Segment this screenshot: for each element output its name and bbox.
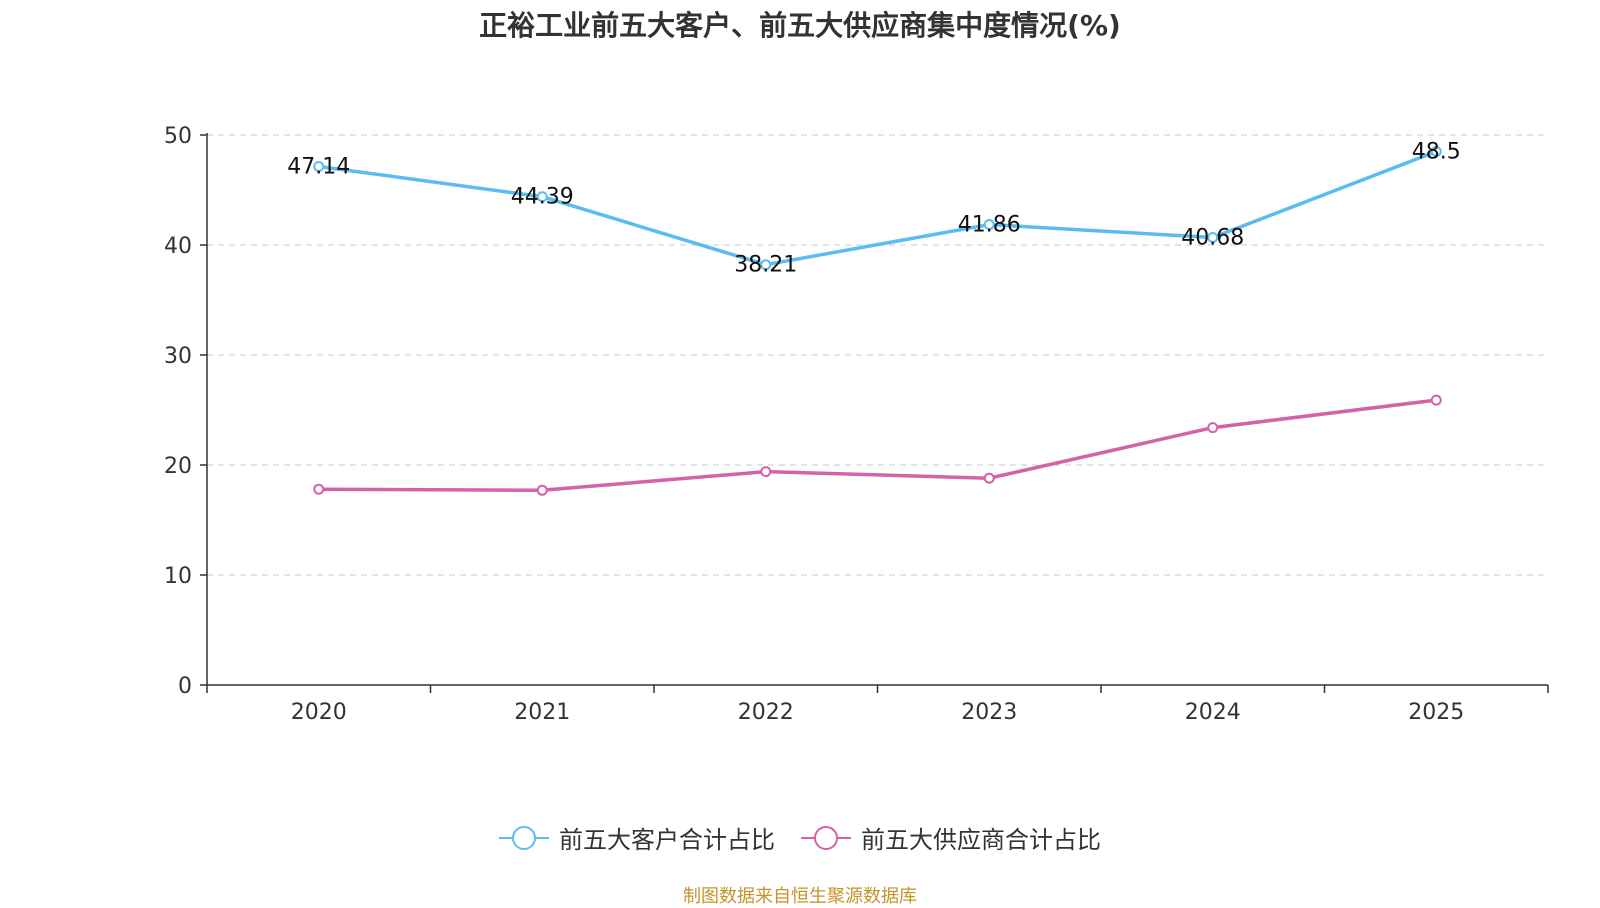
legend-item-1[interactable]: 前五大客户合计占比 [499,820,775,855]
x-tick-label: 2025 [1408,700,1464,725]
axes: 0 10 20 30 40 50 2020 2021 2022 2023 2024 2025 [164,124,1549,725]
data-point-1 [1207,232,1219,244]
data-point-2 [313,483,325,495]
line-chart: 0 10 20 30 40 50 2020 2021 2022 2023 2024 2025 47.1… [164,124,1549,725]
data-point-1 [1430,146,1442,157]
y-tick-label: 30 [164,344,192,369]
data-point-2 [536,484,548,496]
series [313,146,1442,496]
data-label: 44.39 [511,185,574,210]
data-label: 38.21 [734,253,797,278]
data-point-1 [760,259,772,271]
data-label: 41.86 [958,213,1021,238]
x-tick-label: 2020 [291,700,347,725]
x-tick-label: 2021 [514,700,570,725]
series-line-1 [317,149,1438,267]
y-tick-label: 40 [164,234,192,259]
y-tick-label: 10 [164,564,192,589]
data-point-2 [1430,394,1442,406]
legend-label: 前五大客户合计占比 [559,826,775,854]
y-tick-label: 0 [178,674,192,699]
legend-marker-icon [499,825,549,851]
data-label: 40.68 [1181,226,1244,251]
legend: 前五大客户合计占比 前五大供应商合计占比 [0,820,1600,855]
y-tick-label: 50 [164,124,192,149]
legend-label: 前五大供应商合计占比 [861,826,1101,854]
data-point-2 [983,472,995,484]
legend-item-2[interactable]: 前五大供应商合计占比 [801,820,1101,855]
x-tick-label: 2024 [1185,700,1241,725]
legend-marker-icon [801,825,851,851]
data-point-1 [536,191,548,203]
series-line-2 [317,398,1438,493]
gridlines [207,134,1548,576]
data-labels: 47.14 44.39 38.21 41.86 40.68 48.5 [287,140,1460,278]
data-point-2 [1207,422,1219,434]
data-label: 48.5 [1412,140,1461,165]
source-note: 制图数据来自恒生聚源数据库 [683,886,917,907]
data-point-2 [760,466,772,478]
data-point-1 [313,160,325,172]
data-label: 47.14 [287,154,350,179]
y-tick-label: 20 [164,454,192,479]
data-point-1 [983,219,995,231]
x-tick-label: 2023 [961,700,1017,725]
x-tick-label: 2022 [738,700,794,725]
chart-title: 正裕工业前五大客户、前五大供应商集中度情况(%) [479,9,1121,42]
